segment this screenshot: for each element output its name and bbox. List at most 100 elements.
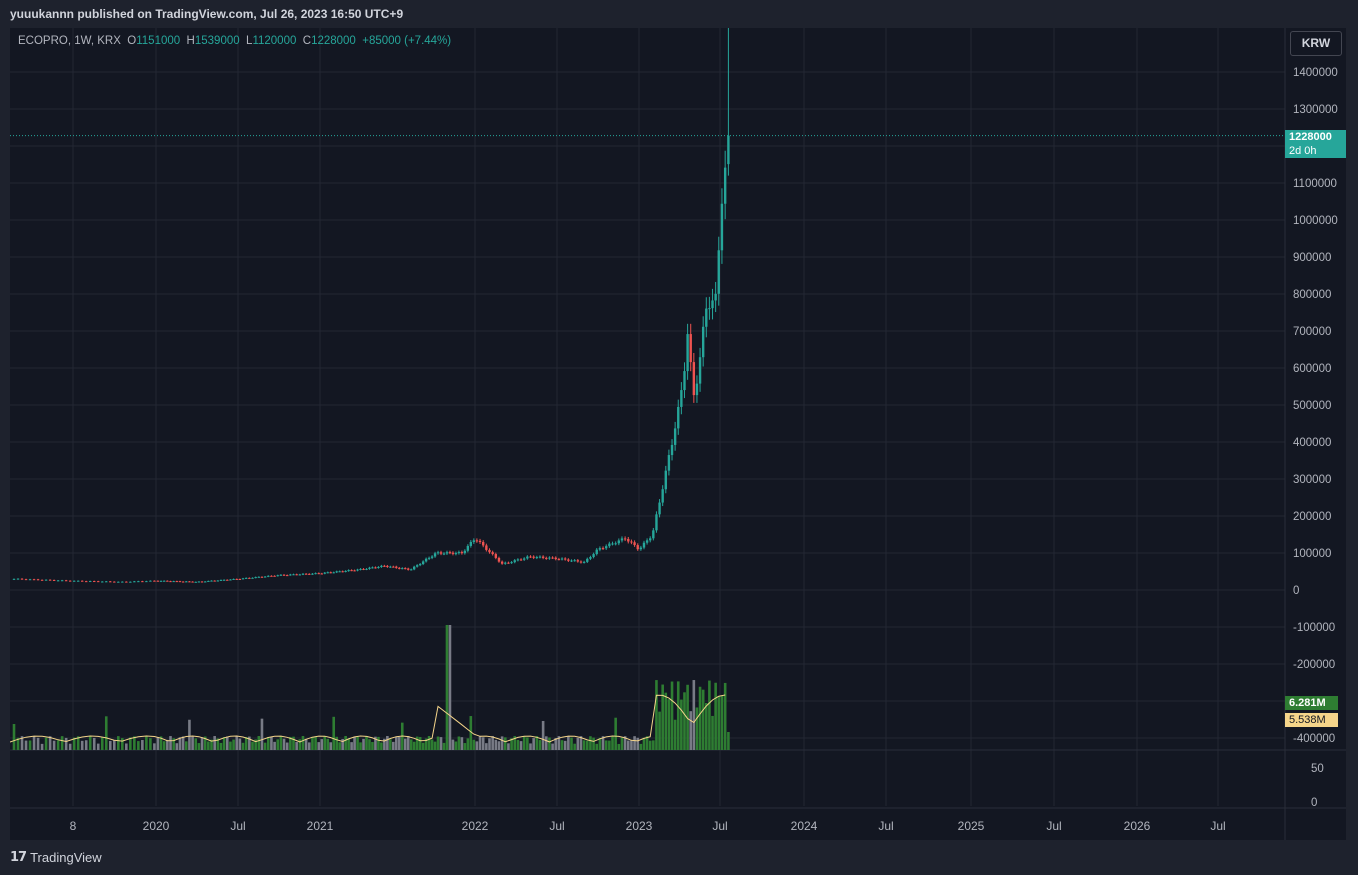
candle-up bbox=[649, 538, 652, 541]
candle-down bbox=[398, 567, 401, 569]
volume-bar bbox=[560, 740, 564, 750]
volume-bar bbox=[386, 736, 389, 750]
volume-bar bbox=[592, 737, 595, 750]
volume-bar bbox=[270, 736, 273, 750]
volume-bar bbox=[497, 741, 501, 750]
candle-up bbox=[714, 293, 717, 301]
candle-up bbox=[592, 554, 595, 558]
price-tick-label: 900000 bbox=[1293, 252, 1331, 264]
volume-bar bbox=[137, 741, 140, 750]
candle-up bbox=[535, 557, 539, 559]
legend-open-label: O bbox=[127, 35, 137, 47]
candle-up bbox=[469, 541, 473, 546]
time-tick-label: Jul bbox=[1046, 819, 1061, 833]
volume-bar bbox=[676, 681, 680, 750]
candle-down bbox=[551, 557, 554, 559]
volume-bar bbox=[24, 740, 28, 750]
time-tick-label: Jul bbox=[878, 819, 893, 833]
candle-down bbox=[557, 559, 561, 561]
candle-down bbox=[404, 568, 407, 570]
candle-down bbox=[494, 554, 498, 558]
candle-up bbox=[338, 571, 341, 573]
volume-bar bbox=[341, 738, 344, 750]
volume-bar bbox=[522, 736, 526, 750]
volume-bar bbox=[108, 740, 112, 750]
volume-bar bbox=[454, 741, 458, 750]
candle-up bbox=[645, 540, 649, 543]
volume-bar bbox=[658, 711, 661, 750]
legend-high: 1539000 bbox=[194, 35, 240, 47]
candle-up bbox=[664, 470, 667, 490]
last-price-badge: 1228000 2d 0h bbox=[1285, 130, 1346, 158]
volume-bar bbox=[589, 736, 592, 750]
volume-bar bbox=[323, 736, 327, 750]
time-tick-label: 2022 bbox=[462, 819, 489, 833]
volume-bar bbox=[554, 738, 558, 750]
volume-bar bbox=[541, 720, 545, 750]
candle-down bbox=[93, 581, 96, 583]
candle-up bbox=[44, 579, 48, 581]
candle-down bbox=[32, 579, 36, 581]
candle-up bbox=[149, 580, 152, 582]
legend-low: 1120000 bbox=[252, 35, 297, 47]
candle-up bbox=[101, 581, 104, 583]
candle-up bbox=[415, 565, 419, 567]
volume-bar bbox=[112, 740, 116, 750]
volume-bar bbox=[633, 736, 636, 750]
candle-up bbox=[172, 581, 175, 583]
candle-up bbox=[257, 576, 261, 578]
volume-bar bbox=[80, 740, 84, 750]
volume-bar bbox=[133, 736, 136, 750]
volume-bar bbox=[500, 736, 504, 750]
volume-bar bbox=[563, 740, 567, 750]
volume-bar bbox=[40, 743, 44, 750]
tradingview-logo-icon: 17 bbox=[10, 850, 27, 865]
volume-bar bbox=[389, 739, 392, 750]
candle-up bbox=[121, 581, 124, 583]
candle-up bbox=[105, 581, 108, 583]
volume-bar bbox=[317, 742, 321, 750]
candle-down bbox=[304, 573, 308, 575]
candle-down bbox=[532, 556, 535, 558]
volume-bar bbox=[689, 711, 693, 750]
volume-bar bbox=[686, 684, 689, 750]
candle-up bbox=[76, 580, 80, 582]
volume-bar bbox=[329, 742, 333, 750]
candle-up bbox=[683, 371, 686, 391]
volume-bar bbox=[307, 742, 311, 750]
candle-up bbox=[16, 578, 20, 580]
volume-bar bbox=[623, 736, 627, 750]
chart-area[interactable]: 1400000130000012000001100000100000090000… bbox=[10, 28, 1346, 840]
candle-up bbox=[620, 538, 624, 541]
volume-bar bbox=[481, 737, 485, 750]
candle-down bbox=[48, 579, 52, 581]
symbol-legend: ECOPRO, 1W, KRX O1151000 H1539000 L11200… bbox=[18, 35, 451, 47]
volume-bar bbox=[72, 737, 76, 750]
candle-down bbox=[623, 538, 627, 540]
candle-down bbox=[633, 542, 636, 546]
price-tick-label: 1100000 bbox=[1293, 178, 1337, 190]
tradingview-brand: TradingView bbox=[30, 850, 102, 865]
candle-up bbox=[326, 572, 329, 574]
candle-down bbox=[125, 581, 128, 583]
volume-bar bbox=[406, 736, 410, 750]
candle-down bbox=[40, 579, 44, 581]
candle-up bbox=[595, 549, 598, 555]
volume-bar bbox=[620, 737, 624, 750]
candle-down bbox=[226, 579, 229, 581]
candle-up bbox=[133, 581, 136, 583]
volume-bar bbox=[304, 738, 308, 750]
candle-down bbox=[689, 334, 692, 363]
volume-bar bbox=[76, 736, 80, 750]
volume-bar bbox=[460, 737, 464, 750]
candle-up bbox=[586, 558, 589, 562]
price-chart[interactable]: 1400000130000012000001100000100000090000… bbox=[10, 28, 1346, 840]
volume-bar bbox=[222, 737, 226, 750]
candle-up bbox=[72, 580, 76, 582]
currency-button[interactable]: KRW bbox=[1290, 31, 1342, 56]
candle-up bbox=[401, 568, 404, 570]
tradingview-logo[interactable]: 17 TradingView bbox=[10, 850, 102, 865]
candle-down bbox=[238, 578, 242, 580]
volume-bar bbox=[601, 736, 605, 750]
candle-up bbox=[137, 581, 140, 583]
